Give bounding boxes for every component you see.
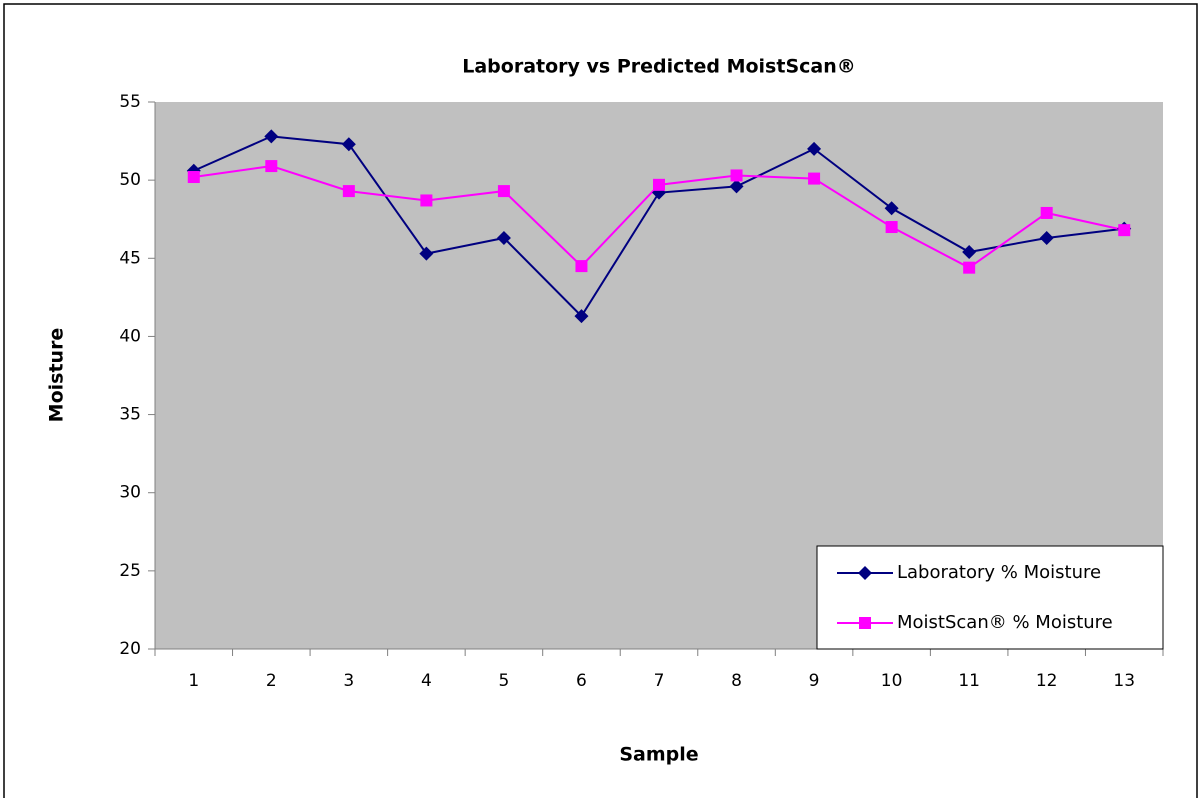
legend-box	[816, 545, 1164, 650]
point-marker	[341, 137, 356, 152]
chart-title: Laboratory vs Predicted MoistScan®	[462, 56, 856, 78]
point-marker	[963, 261, 976, 274]
x-tick-label: 7	[654, 671, 665, 691]
point-marker	[264, 129, 279, 144]
point-marker	[884, 201, 899, 216]
x-tick-label: 5	[499, 671, 510, 691]
point-marker	[807, 141, 822, 156]
point-marker	[1040, 206, 1053, 219]
x-tick-label: 8	[731, 671, 742, 691]
point-marker	[962, 245, 977, 260]
x-tick-label: 2	[266, 671, 277, 691]
point-marker	[808, 172, 821, 185]
x-tick-label: 6	[576, 671, 587, 691]
point-marker	[885, 221, 898, 234]
point-marker	[420, 194, 433, 207]
legend-marker	[858, 566, 872, 580]
point-marker	[342, 185, 355, 198]
y-axis-title: Moisture	[46, 328, 68, 423]
x-tick-label: 13	[1113, 671, 1135, 691]
x-tick-label: 12	[1036, 671, 1058, 691]
point-marker	[575, 260, 588, 273]
y-tick-label: 30	[119, 483, 141, 503]
point-marker	[730, 169, 743, 182]
y-tick-label: 40	[119, 326, 141, 346]
y-tick-label: 55	[119, 92, 141, 112]
y-tick-label: 25	[119, 561, 141, 581]
x-tick-label: 4	[421, 671, 432, 691]
x-axis-title: Sample	[619, 744, 698, 766]
y-tick-label: 50	[119, 170, 141, 190]
x-tick-label: 9	[809, 671, 820, 691]
point-marker	[1039, 230, 1054, 245]
point-marker	[729, 179, 744, 194]
point-marker	[653, 178, 665, 191]
point-marker	[496, 230, 511, 245]
point-marker	[265, 160, 278, 173]
point-marker	[497, 185, 510, 198]
point-marker	[187, 171, 200, 184]
legend-label: MoistScan® % Moisture	[897, 612, 1113, 633]
x-tick-label: 1	[188, 671, 199, 691]
point-marker	[1118, 224, 1131, 237]
y-tick-label: 35	[119, 405, 141, 425]
y-tick-label: 45	[119, 248, 141, 268]
x-tick-label: 3	[343, 671, 354, 691]
legend-marker	[859, 617, 871, 629]
point-marker	[419, 246, 434, 261]
x-tick-label: 10	[881, 671, 903, 691]
x-tick-label: 11	[958, 671, 980, 691]
legend-label: Laboratory % Moisture	[897, 562, 1101, 583]
y-tick-label: 20	[119, 639, 141, 659]
point-marker	[574, 309, 589, 324]
